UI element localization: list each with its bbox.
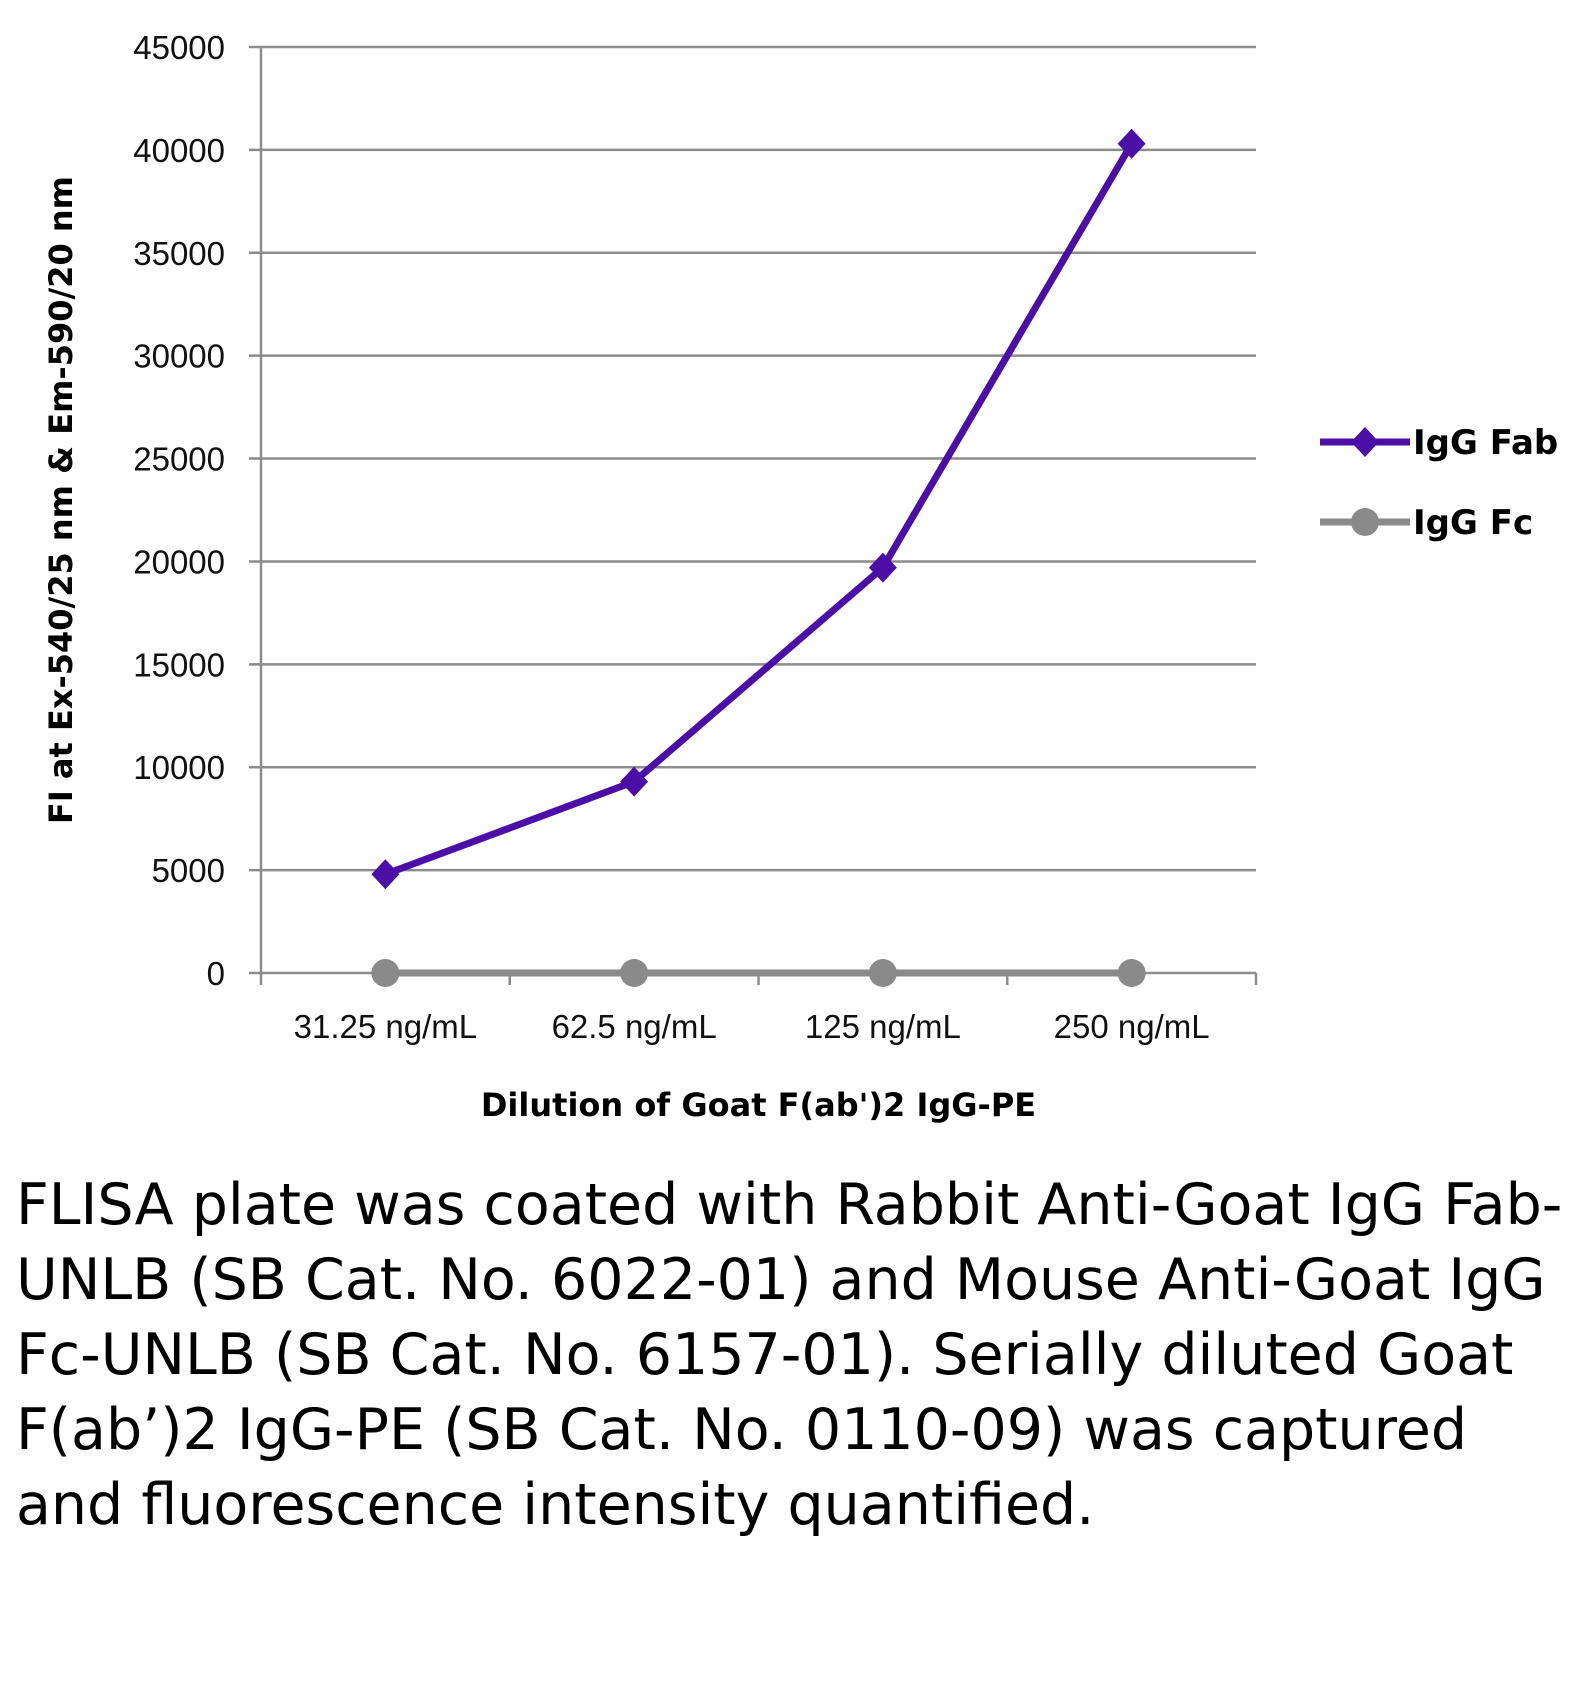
y-tick-label: 25000 <box>133 441 225 478</box>
legend-label: IgG Fc <box>1413 503 1533 543</box>
data-point <box>371 859 400 890</box>
legend-marker <box>1351 508 1379 536</box>
x-tick-label: 125 ng/mL <box>805 1008 961 1045</box>
y-axis-title: FI at Ex-540/25 nm & Em-590/20 nm <box>42 176 80 824</box>
x-tick-label: 62.5 ng/mL <box>552 1008 717 1045</box>
x-tick-label: 31.25 ng/mL <box>294 1008 477 1045</box>
y-tick-label: 30000 <box>133 338 225 375</box>
data-point <box>1117 959 1146 987</box>
series-line <box>384 141 1135 878</box>
legend-marker <box>1351 427 1379 457</box>
x-tick-label: 250 ng/mL <box>1054 1008 1210 1045</box>
y-tick-label: 35000 <box>133 235 225 272</box>
y-tick-label: 5000 <box>152 852 225 889</box>
y-tick-label: 40000 <box>133 132 225 169</box>
y-tick-label: 10000 <box>133 749 225 786</box>
legend-label: IgG Fab <box>1413 423 1558 463</box>
y-tick-label: 45000 <box>133 29 225 66</box>
data-point <box>1117 128 1146 159</box>
data-point <box>620 959 649 987</box>
data-point <box>371 959 400 987</box>
x-axis-title: Dilution of Goat F(ab')2 IgG-PE <box>481 1086 1036 1124</box>
y-tick-label: 20000 <box>133 543 225 580</box>
data-point <box>868 959 897 987</box>
figure-caption: FLISA plate was coated with Rabbit Anti-… <box>16 1172 1563 1538</box>
data-point <box>868 552 897 583</box>
y-tick-label: 0 <box>207 955 225 992</box>
y-tick-label: 15000 <box>133 646 225 683</box>
line-chart: 0 5000 10000 15000 20000 25000 30000 35000 40000… <box>42 29 1558 1124</box>
data-point <box>620 766 649 797</box>
